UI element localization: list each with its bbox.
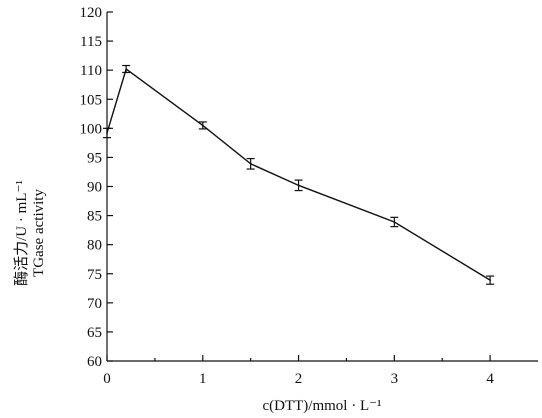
axis-ticks: 60 65 70 75 80 85 90 95 100 105 110 115 120 0 1 2 3 4 (80, 5, 495, 387)
y-axis-title-group: 酶活力/U · mL⁻¹ TGase activity (13, 180, 47, 286)
y-tick-label: 70 (87, 296, 102, 312)
x-tick-label: 2 (295, 371, 303, 387)
y-tick-label: 75 (87, 267, 102, 283)
y-tick-label: 90 (87, 180, 102, 196)
x-axis-title: c(DTT)/mmol · L⁻¹ (262, 398, 381, 414)
x-tick-label: 3 (391, 371, 399, 387)
x-tick-label: 1 (199, 371, 207, 387)
y-axis-title-line1: 酶活力/U · mL⁻¹ (13, 180, 30, 286)
error-bars (103, 64, 495, 285)
y-tick-label: 115 (80, 34, 102, 50)
x-tick-label: 0 (103, 371, 111, 387)
y-tick-label: 95 (87, 150, 102, 166)
y-tick-label: 110 (80, 63, 102, 79)
y-tick-label: 60 (87, 354, 102, 370)
series-group (106, 67, 491, 281)
y-tick-label: 105 (80, 92, 103, 108)
y-tick-label: 65 (87, 325, 102, 341)
y-tick-label: 85 (87, 209, 102, 225)
y-tick-label: 100 (80, 121, 103, 137)
series-line (106, 67, 491, 281)
y-axis-title-line2: TGase activity (31, 189, 47, 277)
y-tick-label: 120 (80, 5, 103, 21)
axes (106, 12, 538, 362)
x-tick-label: 4 (486, 371, 494, 387)
y-tick-label: 80 (87, 238, 102, 254)
